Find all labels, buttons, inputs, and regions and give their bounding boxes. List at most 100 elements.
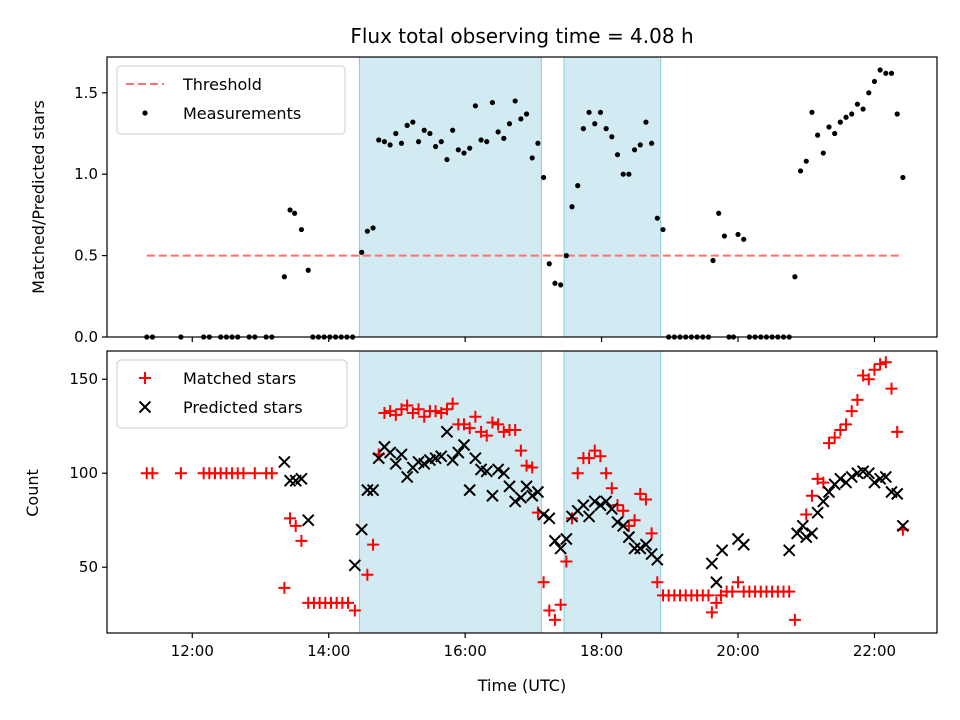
measurement-point <box>298 226 305 233</box>
measurement-point <box>455 147 461 153</box>
predicted-star-point <box>355 523 368 536</box>
predicted-star-point <box>737 538 750 551</box>
predicted-star-point <box>446 453 459 467</box>
series-predicted-stars <box>278 425 910 589</box>
bottom-axes: 50 100 150 12:00 14:00 16:00 18:00 20:00 22:00 <box>69 350 938 660</box>
predicted-star-point <box>520 480 533 493</box>
measurement-point <box>364 228 370 234</box>
predicted-star-point <box>634 542 647 555</box>
predicted-star-point <box>862 466 875 480</box>
matched-star-point <box>520 459 533 472</box>
predicted-star-point <box>389 457 403 471</box>
matched-star-point <box>469 410 482 423</box>
matched-star-point <box>463 422 476 435</box>
matched-star-point <box>367 538 380 551</box>
measurement-point <box>558 282 564 288</box>
matched-star-point <box>628 514 641 527</box>
measurement-point <box>495 129 501 135</box>
matched-star-point <box>702 589 715 602</box>
matched-star-point <box>588 444 601 457</box>
matched-star-point <box>526 461 539 474</box>
matched-star-point <box>862 373 875 386</box>
measurement-point <box>803 158 809 164</box>
measurement-point <box>393 130 399 137</box>
x-tick-label: 18:00 <box>580 642 623 660</box>
measurement-point <box>721 233 727 239</box>
predicted-star-point <box>834 472 847 486</box>
predicted-star-point <box>790 527 804 540</box>
legend-label: Predicted stars <box>183 398 303 417</box>
predicted-star-point <box>628 542 641 555</box>
matched-star-point <box>284 512 297 525</box>
predicted-star-point <box>710 576 723 589</box>
measurement-point <box>478 137 484 143</box>
measurement-point <box>569 204 575 210</box>
predicted-star-point <box>543 512 556 525</box>
measurement-point <box>894 111 900 117</box>
series-matched-stars <box>140 356 909 626</box>
predicted-star-point <box>822 485 836 499</box>
measurement-point <box>820 150 826 156</box>
measurement-point <box>501 135 507 141</box>
predicted-star-point <box>278 455 291 469</box>
measurement-point <box>398 140 405 146</box>
matched-star-point <box>571 467 584 480</box>
measurement-point <box>292 210 298 216</box>
matched-star-point <box>710 596 723 609</box>
top-legend: Threshold Measurements <box>116 65 346 135</box>
matched-star-point <box>788 613 801 626</box>
measurement-point <box>467 145 473 151</box>
matched-star-point <box>874 358 887 371</box>
predicted-star-point <box>400 470 414 484</box>
matched-star-point <box>566 512 579 525</box>
x-tick-label: 14:00 <box>307 642 350 660</box>
predicted-star-point <box>435 450 448 463</box>
measurement-point <box>387 142 393 148</box>
matched-star-point <box>800 508 813 521</box>
measurement-point <box>741 236 747 242</box>
matched-star-point <box>834 423 847 436</box>
measurement-point <box>614 152 621 158</box>
predicted-star-point <box>782 544 796 557</box>
matched-star-point <box>146 467 159 480</box>
matched-star-point <box>879 356 892 369</box>
predicted-star-point <box>486 489 499 502</box>
predicted-star-point <box>295 472 308 486</box>
legend-predicted-swatch <box>138 400 152 414</box>
measurement-point <box>489 99 496 106</box>
predicted-star-point <box>705 557 719 570</box>
measurement-point <box>450 127 456 133</box>
predicted-star-point <box>283 474 297 487</box>
predicted-star-point <box>469 451 482 465</box>
matched-star-point <box>851 393 864 406</box>
y-tick-label: 1.5 <box>74 84 98 102</box>
y-tick-label: 0.5 <box>74 247 98 265</box>
measurement-point <box>563 253 569 259</box>
predicted-star-point <box>302 513 315 527</box>
predicted-star-point <box>440 425 454 439</box>
observing-intervals-shading <box>358 350 662 634</box>
measurement-point <box>575 183 581 189</box>
measurement-point <box>660 226 666 233</box>
predicted-star-point <box>616 519 630 533</box>
measurement-point <box>871 78 878 85</box>
measurement-point <box>415 139 422 145</box>
measurement-point <box>287 207 293 213</box>
predicted-star-point <box>611 515 624 529</box>
measurement-point <box>444 156 450 163</box>
predicted-star-point <box>560 532 573 546</box>
matched-star-point <box>617 504 630 517</box>
matched-star-point <box>622 519 635 532</box>
measurement-point <box>438 139 444 145</box>
matched-star-point <box>295 534 308 547</box>
matched-star-point <box>497 425 510 438</box>
measurement-point <box>381 139 388 145</box>
legend-matched-swatch <box>139 372 151 384</box>
predicted-star-point <box>605 502 619 516</box>
measurement-point <box>877 67 883 73</box>
matched-star-point <box>418 410 431 423</box>
measurement-point <box>710 257 716 264</box>
y-tick-label: 1.0 <box>74 165 98 183</box>
measurement-point <box>735 231 741 238</box>
